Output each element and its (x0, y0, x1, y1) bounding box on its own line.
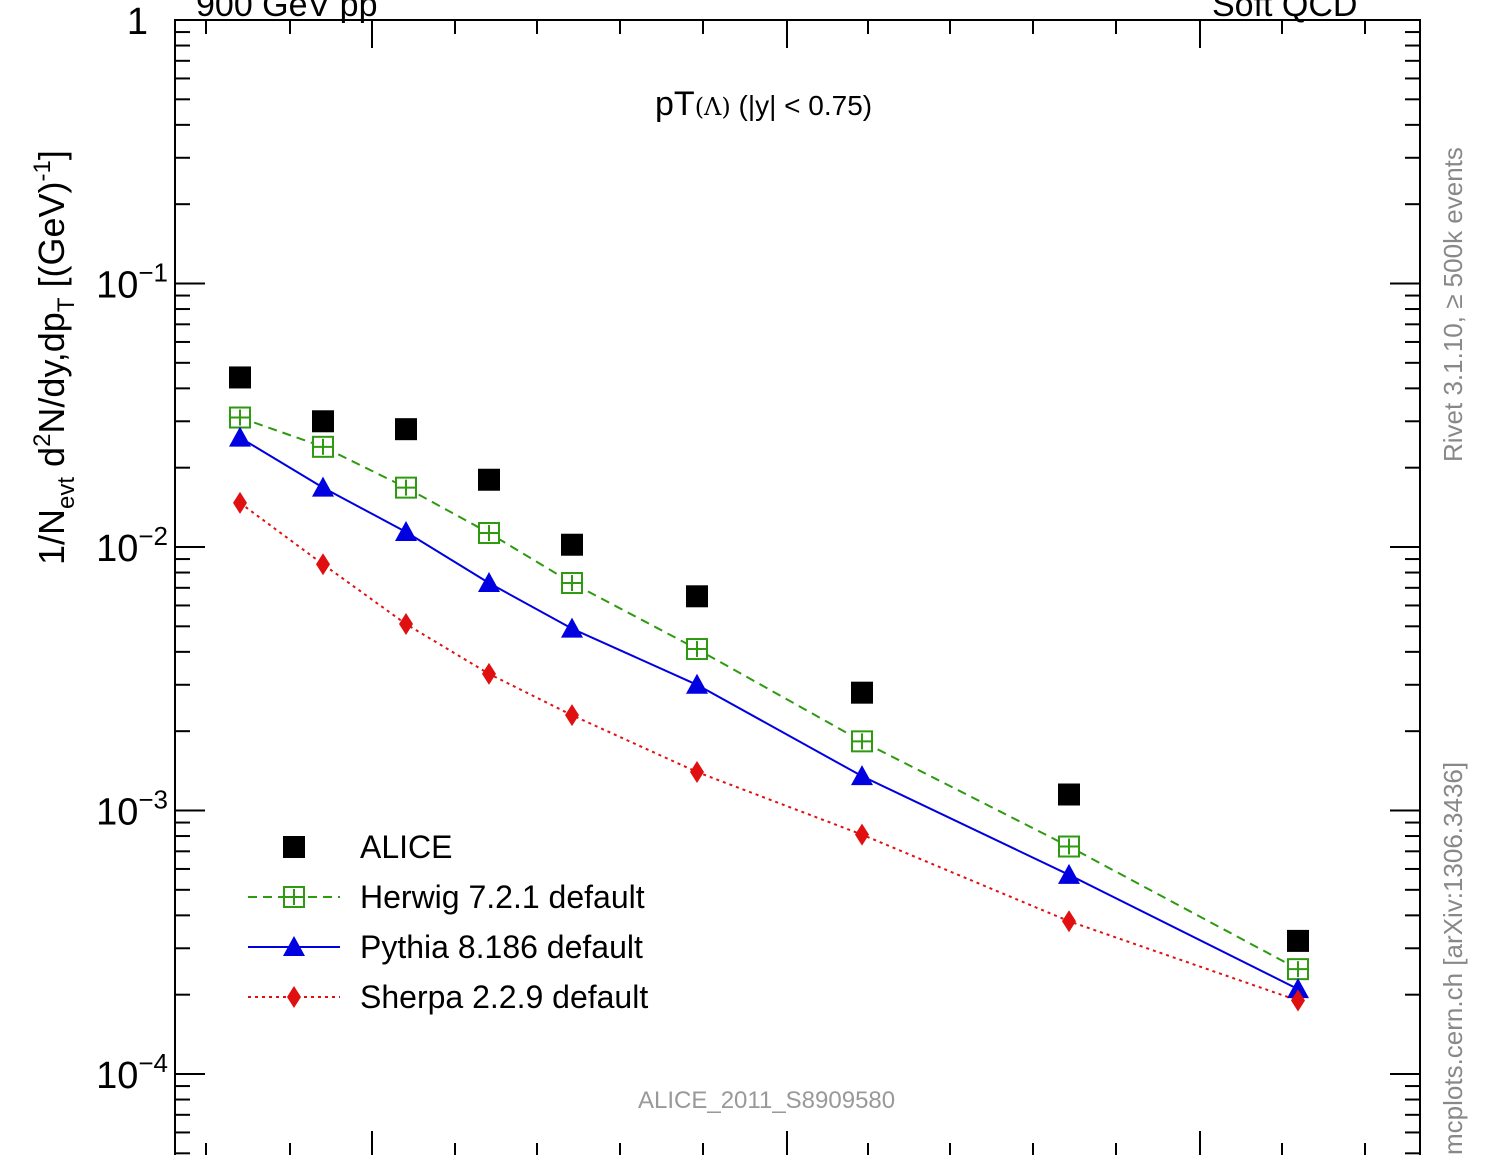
data-point (283, 936, 305, 956)
axes: 1 10−1 10−2 10−3 10−4 (96, 1, 1421, 1155)
data-point (1062, 910, 1076, 933)
legend-label: Sherpa 2.2.9 default (360, 979, 648, 1015)
series-sherpa (233, 491, 1305, 1012)
data-point (229, 366, 251, 389)
data-point (478, 468, 500, 491)
data-point (1287, 929, 1309, 952)
legend-label: Pythia 8.186 default (360, 929, 643, 965)
data-point (395, 418, 417, 441)
data-point (312, 476, 334, 497)
data-point (395, 521, 417, 542)
y-tick-label: 10−3 (96, 785, 168, 834)
series-pythia (229, 426, 1309, 999)
y-tick-label: 10−4 (96, 1048, 168, 1097)
data-point (229, 426, 251, 447)
data-point (561, 533, 583, 556)
header-right-text: Soft QCD (1212, 0, 1358, 24)
data-point (1058, 783, 1080, 806)
series-herwig (229, 406, 1309, 981)
y-axis-label: 1/Nevt d2N/dy,dpT [(GeV)-1] (29, 150, 80, 565)
data-point (686, 585, 708, 608)
data-point (287, 986, 301, 1008)
y-tick-label: 10−1 (96, 258, 168, 307)
series-line (239, 502, 1299, 1002)
data-point (283, 836, 305, 858)
data-point (690, 760, 704, 783)
data-point (851, 765, 873, 786)
data-point (855, 823, 869, 846)
y-tick-label: 1 (127, 1, 148, 43)
legend: ALICE Herwig 7.2.1 default Pythia 8.186 de… (248, 829, 648, 1015)
series-layer (229, 366, 1309, 1012)
data-point (565, 704, 579, 727)
data-point (482, 662, 496, 685)
data-point (851, 681, 873, 704)
plot-frame (174, 19, 1421, 1155)
legend-label: ALICE (360, 829, 452, 865)
y-tick-label: 10−2 (96, 521, 168, 570)
data-point (686, 673, 708, 694)
data-point (478, 572, 500, 593)
data-point (1287, 978, 1309, 999)
series-alice (229, 366, 1309, 952)
series-line (239, 416, 1299, 971)
data-point (399, 613, 413, 636)
data-point (316, 553, 330, 576)
data-point (233, 491, 247, 514)
data-point (1058, 863, 1080, 884)
data-point (1291, 989, 1305, 1012)
watermark-text: ALICE_2011_S8909580 (638, 1087, 895, 1114)
legend-label: Herwig 7.2.1 default (360, 879, 645, 915)
data-point (561, 617, 583, 638)
data-point (312, 410, 334, 433)
header-left-text: 900 GeV pp (196, 0, 378, 24)
side-text-rivet: Rivet 3.1.10, ≥ 500k events (1438, 147, 1468, 462)
chart-title: pT(Λ) (|y| < 0.75) (655, 85, 872, 123)
side-text-mcplots: mcplots.cern.ch [arXiv:1306.3436] (1438, 762, 1468, 1155)
